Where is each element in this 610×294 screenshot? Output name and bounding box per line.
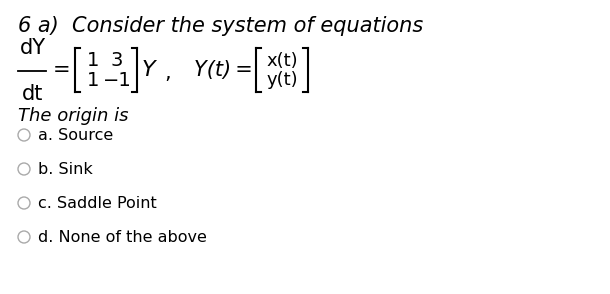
Text: Y(t) =: Y(t) = — [194, 60, 253, 80]
Text: dt: dt — [22, 84, 43, 104]
Text: a. Source: a. Source — [38, 128, 113, 143]
Text: y(t): y(t) — [266, 71, 298, 89]
Text: 1: 1 — [87, 51, 99, 71]
Text: 1: 1 — [87, 71, 99, 89]
Text: ,: , — [164, 63, 171, 83]
Text: x(t): x(t) — [266, 52, 298, 70]
Text: 6 a)  Consider the system of equations: 6 a) Consider the system of equations — [18, 16, 423, 36]
Text: Y: Y — [142, 60, 156, 80]
Text: 3: 3 — [111, 51, 123, 71]
Text: =: = — [53, 60, 71, 80]
Text: c. Saddle Point: c. Saddle Point — [38, 196, 157, 211]
Text: b. Sink: b. Sink — [38, 161, 93, 176]
Text: d. None of the above: d. None of the above — [38, 230, 207, 245]
Text: The origin is: The origin is — [18, 107, 129, 125]
Text: dY: dY — [20, 38, 46, 58]
Text: −1: −1 — [102, 71, 131, 89]
